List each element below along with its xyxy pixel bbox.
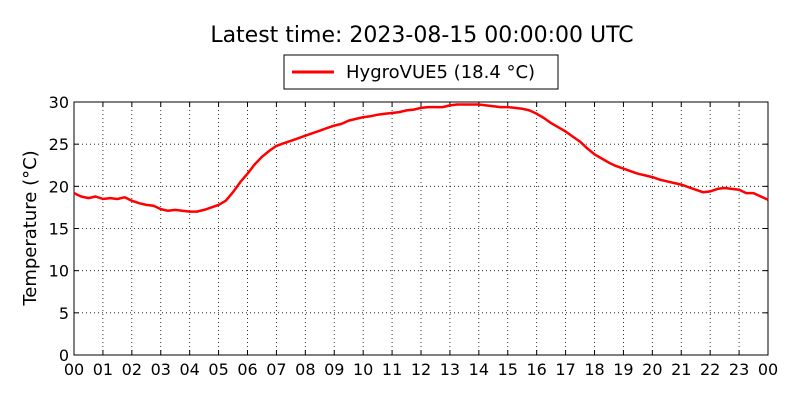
- x-tick-label: 23: [729, 360, 749, 379]
- x-tick-label: 05: [208, 360, 228, 379]
- x-tick-label: 07: [266, 360, 286, 379]
- series-line: [73, 103, 769, 213]
- x-tick-label: 10: [353, 360, 373, 379]
- x-tick-label: 04: [179, 360, 199, 379]
- x-tick-label: 06: [237, 360, 257, 379]
- y-axis: 0 5 10 15 20 25 30: [49, 93, 768, 365]
- grid-lines: [74, 102, 768, 355]
- x-tick-label: 17: [555, 360, 575, 379]
- x-tick-label: 13: [440, 360, 460, 379]
- legend-label: HygroVUE5 (18.4 °C): [346, 62, 535, 83]
- x-tick-label: 18: [584, 360, 604, 379]
- y-axis-label: Temperature (°C): [20, 150, 41, 306]
- x-tick-label: 19: [613, 360, 633, 379]
- x-tick-label: 15: [498, 360, 518, 379]
- x-tick-label: 08: [295, 360, 315, 379]
- x-tick-label: 22: [700, 360, 720, 379]
- y-tick-label: 10: [49, 262, 69, 281]
- y-tick-label: 5: [59, 304, 69, 323]
- x-axis: 00 01 02 03 04 05 06 07 08 09 10 11 12 13 14 15 16 17 18 19…: [64, 102, 778, 379]
- series-layer: [73, 103, 769, 213]
- y-tick-label: 20: [49, 177, 69, 196]
- y-tick-label: 0: [59, 346, 69, 365]
- x-tick-label: 00: [758, 360, 778, 379]
- x-tick-label: 20: [642, 360, 662, 379]
- x-tick-label: 03: [151, 360, 171, 379]
- y-tick-label: 15: [49, 220, 69, 239]
- legend: HygroVUE5 (18.4 °C): [283, 54, 559, 90]
- x-tick-label: 12: [411, 360, 431, 379]
- y-tick-label: 25: [49, 135, 69, 154]
- chart-title: Latest time: 2023-08-15 00:00:00 UTC: [210, 23, 633, 48]
- x-tick-label: 11: [382, 360, 402, 379]
- x-tick-label: 02: [122, 360, 142, 379]
- x-tick-label: 21: [671, 360, 691, 379]
- x-tick-label: 14: [469, 360, 489, 379]
- x-tick-label: 01: [93, 360, 113, 379]
- x-tick-label: 00: [64, 360, 84, 379]
- x-tick-label: 16: [526, 360, 546, 379]
- x-tick-label: 09: [324, 360, 344, 379]
- y-tick-label: 30: [49, 93, 69, 112]
